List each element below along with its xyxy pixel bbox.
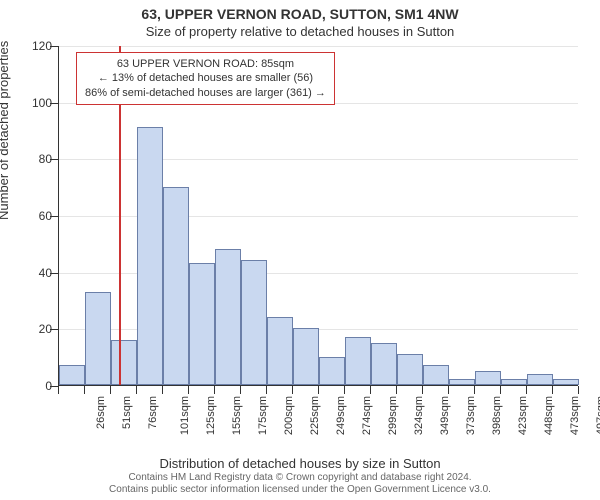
x-tick-label: 423sqm [517,396,529,435]
x-tick [240,386,241,394]
x-tick-label: 200sqm [283,396,295,435]
chart-subtitle: Size of property relative to detached ho… [0,24,600,39]
x-tick-label: 349sqm [439,396,451,435]
x-tick [136,386,137,394]
y-tick-label: 100 [22,96,52,110]
x-tick-label: 299sqm [387,396,399,435]
x-tick [84,386,85,394]
y-tick-label: 0 [22,379,52,393]
x-tick [500,386,501,394]
annotation-line-3: 86% of semi-detached houses are larger (… [85,86,326,100]
x-tick [214,386,215,394]
x-tick [58,386,59,394]
x-tick [162,386,163,394]
annotation-box: 63 UPPER VERNON ROAD: 85sqm ← 13% of det… [76,52,335,105]
x-tick-label: 155sqm [231,396,243,435]
footer-line-2: Contains public sector information licen… [0,484,600,496]
x-tick [370,386,371,394]
x-tick [422,386,423,394]
x-tick [474,386,475,394]
x-tick-label: 373sqm [465,396,477,435]
x-tick-label: 101sqm [179,396,191,435]
x-tick-label: 448sqm [543,396,555,435]
y-tick-label: 60 [22,209,52,223]
chart-container: 63, UPPER VERNON ROAD, SUTTON, SM1 4NW S… [0,0,600,500]
x-tick-label: 249sqm [335,396,347,435]
x-tick [110,386,111,394]
y-axis-label: Number of detached properties [0,41,11,220]
x-tick-label: 76sqm [147,396,159,429]
x-tick-label: 473sqm [569,396,581,435]
footer-line-1: Contains HM Land Registry data © Crown c… [0,472,600,484]
footer-attribution: Contains HM Land Registry data © Crown c… [0,472,600,496]
annotation-line-2: ← 13% of detached houses are smaller (56… [85,71,326,85]
x-tick-label: 175sqm [257,396,269,435]
x-tick [344,386,345,394]
x-tick-label: 51sqm [121,396,133,429]
x-tick-label: 497sqm [595,396,600,435]
x-tick [552,386,553,394]
x-tick [292,386,293,394]
y-tick-label: 20 [22,322,52,336]
x-tick-label: 398sqm [491,396,503,435]
x-tick [448,386,449,394]
x-tick-label: 26sqm [95,396,107,429]
x-tick-label: 274sqm [361,396,373,435]
x-tick-label: 125sqm [205,396,217,435]
x-tick [318,386,319,394]
x-tick [526,386,527,394]
x-tick [188,386,189,394]
x-axis-label: Distribution of detached houses by size … [0,456,600,471]
annotation-line-1: 63 UPPER VERNON ROAD: 85sqm [85,57,326,71]
x-tick-label: 225sqm [309,396,321,435]
chart-title: 63, UPPER VERNON ROAD, SUTTON, SM1 4NW [0,6,600,22]
y-tick-label: 40 [22,266,52,280]
plot-area: 63 UPPER VERNON ROAD: 85sqm ← 13% of det… [58,46,578,386]
x-tick-label: 324sqm [413,396,425,435]
y-tick-label: 120 [22,39,52,53]
x-tick [266,386,267,394]
y-tick-label: 80 [22,152,52,166]
x-tick [578,386,579,394]
x-tick [396,386,397,394]
